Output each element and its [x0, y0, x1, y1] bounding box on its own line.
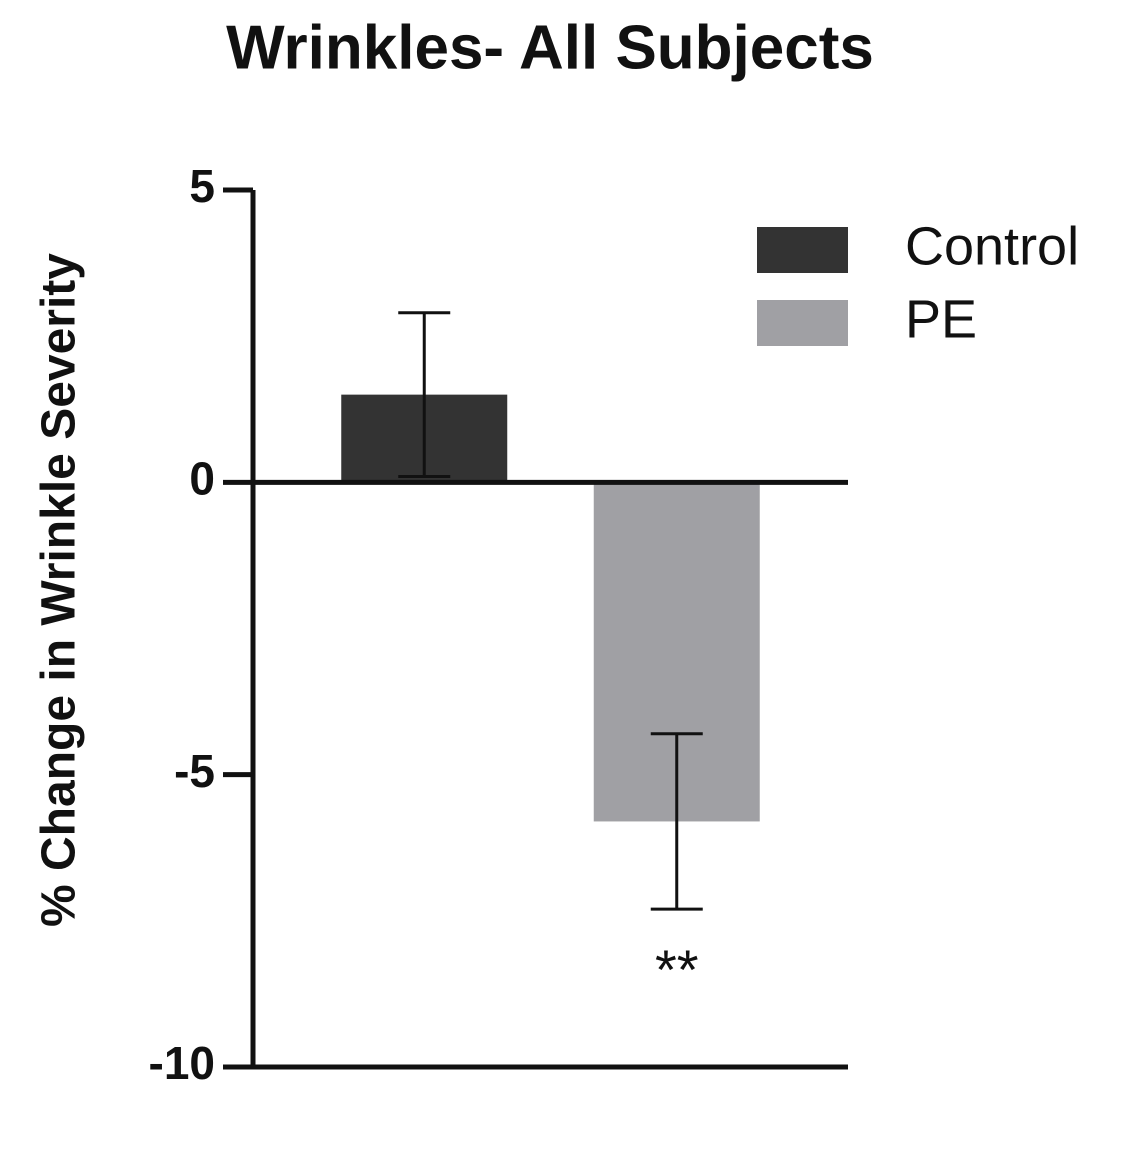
y-tick-label: 5 [189, 160, 215, 212]
chart-title: Wrinkles- All Subjects [226, 13, 874, 82]
y-axis-label: % Change in Wrinkle Severity [33, 253, 86, 927]
legend-swatch [757, 227, 848, 273]
error-bar [398, 311, 451, 478]
legend-label: PE [905, 289, 977, 349]
legend-swatch [757, 300, 848, 346]
y-tick-label: 0 [189, 452, 215, 504]
legend-label: Control [905, 216, 1079, 276]
significance-annotation: ** [655, 938, 699, 1001]
y-tick-label: -5 [174, 745, 215, 797]
y-tick-label: -10 [149, 1037, 215, 1089]
error-bar [650, 732, 703, 911]
